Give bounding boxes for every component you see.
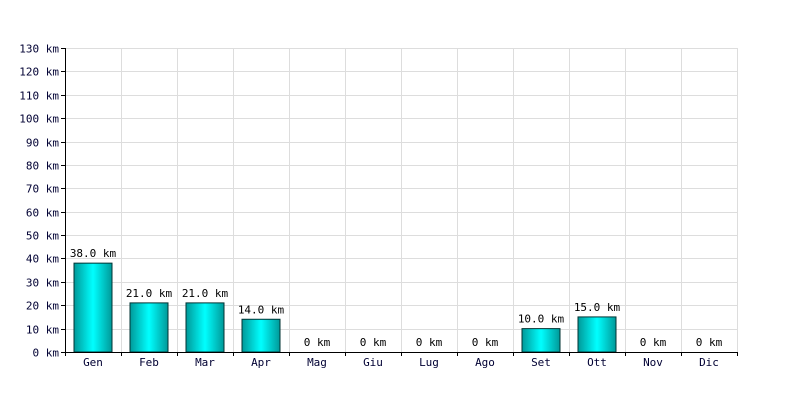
y-tick-label: 70 km: [26, 183, 59, 196]
x-tick-label-mag: Mag: [307, 356, 327, 369]
x-tick-label-nov: Nov: [643, 356, 663, 369]
data-label-mag: 0 km: [304, 336, 331, 349]
y-tick-label: 0 km: [33, 347, 60, 360]
x-tick-label-apr: Apr: [251, 356, 271, 369]
bar-set: [521, 328, 561, 353]
x-tick-label-feb: Feb: [139, 356, 159, 369]
bars: [73, 262, 617, 353]
bar-mar: [185, 302, 225, 353]
data-label-nov: 0 km: [640, 336, 667, 349]
bar-apr: [241, 318, 281, 353]
y-tick-label: 110 km: [19, 90, 59, 103]
data-label-lug: 0 km: [416, 336, 443, 349]
y-tick-label: 40 km: [26, 253, 59, 266]
y-tick-label: 50 km: [26, 230, 59, 243]
data-label-feb: 21.0 km: [126, 287, 173, 300]
x-tick-label-set: Set: [531, 356, 551, 369]
y-tick-label: 80 km: [26, 160, 59, 173]
bar-feb: [129, 302, 169, 353]
bar-ott: [577, 316, 617, 353]
y-tick-label: 10 km: [26, 324, 59, 337]
x-tick-label-lug: Lug: [419, 356, 439, 369]
y-tick-labels: 0 km 10 km 20 km 30 km 40 km 50 km 60 km 70 km 8…: [19, 43, 59, 360]
axes: [61, 48, 738, 356]
data-label-mar: 21.0 km: [182, 287, 229, 300]
data-label-gen: 38.0 km: [70, 247, 117, 260]
x-tick-label-dic: Dic: [699, 356, 719, 369]
y-tick-label: 120 km: [19, 66, 59, 79]
data-label-ott: 15.0 km: [574, 301, 621, 314]
data-label-ago: 0 km: [472, 336, 499, 349]
y-tick-label: 60 km: [26, 207, 59, 220]
data-labels: 38.0 km 21.0 km 21.0 km 14.0 km 0 km 0 km 0 km…: [70, 247, 723, 349]
x-tick-label-gen: Gen: [83, 356, 103, 369]
y-tick-label: 20 km: [26, 300, 59, 313]
data-label-apr: 14.0 km: [238, 303, 285, 316]
data-label-giu: 0 km: [360, 336, 387, 349]
y-tick-label: 30 km: [26, 277, 59, 290]
x-tick-label-giu: Giu: [363, 356, 383, 369]
data-label-set: 10.0 km: [518, 313, 565, 326]
y-tick-label: 130 km: [19, 43, 59, 56]
y-tick-label: 90 km: [26, 137, 59, 150]
x-tick-label-ago: Ago: [475, 356, 495, 369]
data-label-dic: 0 km: [696, 336, 723, 349]
bar-gen: [73, 262, 113, 353]
x-tick-label-ott: Ott: [587, 356, 607, 369]
y-tick-label: 100 km: [19, 113, 59, 126]
x-tick-labels: Gen Feb Mar Apr Mag Giu Lug Ago Set Ott Nov Dic: [83, 356, 719, 369]
x-tick-label-mar: Mar: [195, 356, 215, 369]
